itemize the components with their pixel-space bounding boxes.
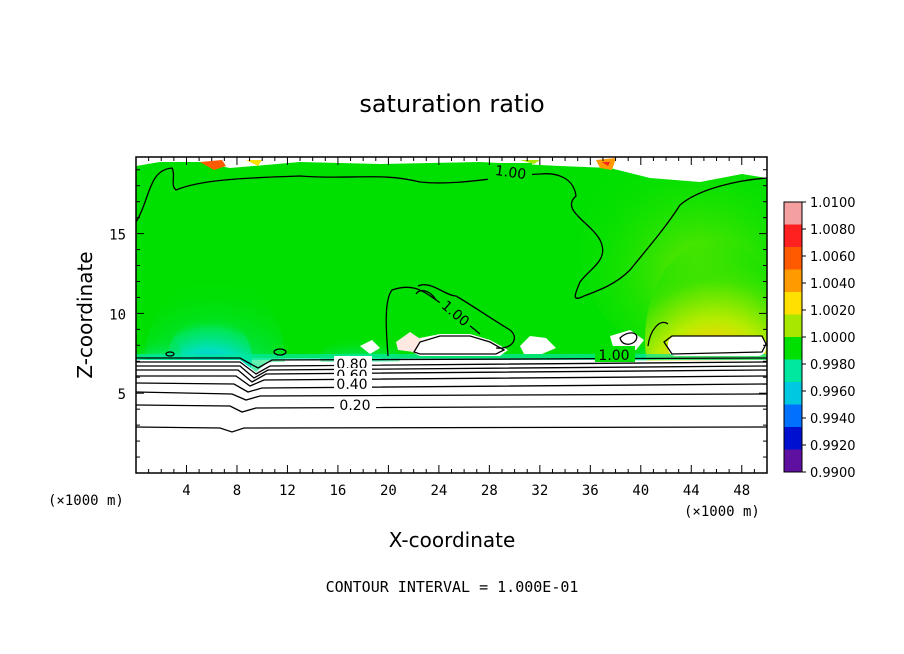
contour-interval-note: CONTOUR INTERVAL = 1.000E-01 [326, 578, 579, 596]
colorbar-bin [784, 224, 802, 248]
colorbar-tick-label: 0.9980 [810, 358, 856, 373]
contour-label: 0.20 [339, 398, 370, 414]
colorbar-bin [784, 337, 802, 360]
x-tick-label: 24 [430, 483, 447, 499]
x-tick-label: 48 [733, 483, 750, 499]
x-axis-unit-right: (×1000 m) [684, 504, 760, 520]
colorbar-tick-label: 1.0060 [810, 250, 856, 265]
colorbar-bin [784, 269, 802, 293]
y-axis-label: Z-coordinate [73, 251, 97, 378]
y-tick-label: 10 [109, 307, 126, 323]
x-tick-label: 16 [329, 483, 346, 499]
x-axis-label: X-coordinate [389, 528, 516, 552]
colorbar-tick-label: 1.0080 [810, 223, 856, 238]
contour-label: 0.40 [336, 377, 367, 393]
x-tick-label: 4 [182, 483, 190, 499]
chart-title: saturation ratio [359, 90, 544, 118]
contour-lines [136, 167, 767, 433]
colorbar-bin [784, 382, 802, 405]
x-tick-label: 20 [380, 483, 397, 499]
colorbar-bin [784, 292, 802, 315]
y-axis: 5 10 15 [109, 169, 767, 458]
colorbar-tick-label: 0.9920 [810, 439, 856, 454]
colorbar-bin [784, 202, 802, 225]
colorbar-bin [784, 449, 802, 473]
y-tick-label: 15 [109, 228, 126, 244]
x-tick-label: 12 [279, 483, 296, 499]
x-tick-label: 32 [531, 483, 548, 499]
x-tick-label: 8 [233, 483, 241, 499]
y-tick-label: 5 [118, 387, 126, 403]
colorbar-bin [784, 247, 802, 270]
colorbar-bin [784, 314, 802, 338]
colorbar-bin [784, 404, 802, 428]
saturation-field [136, 157, 767, 473]
x-tick-label: 44 [683, 483, 700, 499]
contour-label: 1.00 [494, 163, 527, 183]
x-tick-label: 36 [582, 483, 599, 499]
colorbar-tick-label: 1.0040 [810, 277, 856, 292]
colorbar-bin [784, 427, 802, 450]
colorbar-tick-label: 1.0020 [810, 304, 856, 319]
x-tick-label: 40 [632, 483, 649, 499]
colorbar-tick-label: 1.0100 [810, 196, 856, 211]
colorbar-tick-label: 1.0000 [810, 331, 856, 346]
colorbar: 1.0100 1.0080 1.0060 1.0040 1.0020 1.0000 0.99… [783, 196, 856, 481]
contour-label: 1.00 [598, 348, 629, 364]
colorbar-bin [784, 359, 802, 383]
colorbar-tick-label: 0.9960 [810, 385, 856, 400]
x-axis-unit-left: (×1000 m) [48, 493, 124, 509]
x-axis: 4 8 12 16 20 24 28 32 36 40 44 48 [148, 157, 755, 499]
colorbar-tick-label: 0.9900 [810, 466, 856, 481]
x-tick-label: 28 [481, 483, 498, 499]
colorbar-tick-label: 0.9940 [810, 412, 856, 427]
